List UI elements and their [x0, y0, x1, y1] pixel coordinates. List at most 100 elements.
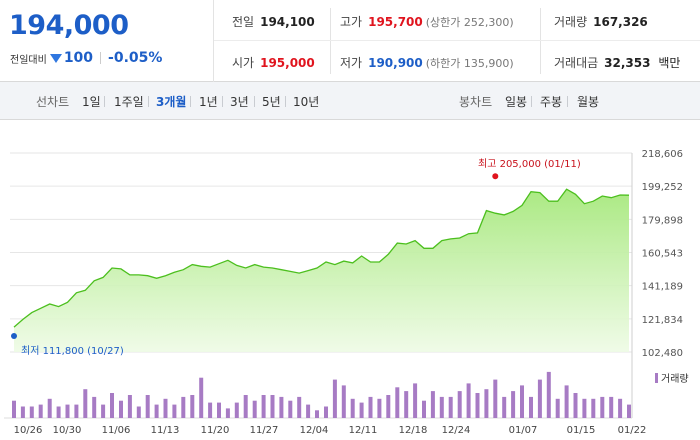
period-3m[interactable]: 3개월 — [156, 95, 187, 109]
volume-bar — [368, 396, 373, 418]
change-value: 100 — [63, 50, 94, 66]
x-tick-label: 12/04 — [300, 425, 329, 436]
volume-bar — [457, 391, 462, 418]
volume-bar — [555, 398, 560, 418]
quote-stats: 전일 194,100 고가 195,700 (상한가 252,300) 거래량 167,… — [214, 0, 700, 82]
x-tick-label: 01/07 — [509, 425, 538, 436]
amount-stat: 거래대금 32,353 백만 — [554, 54, 680, 71]
volume-bar — [92, 396, 97, 418]
period-3y[interactable]: 3년 — [230, 95, 249, 109]
high-stat: 고가 195,700 (상한가 252,300) — [340, 13, 514, 30]
quote-header: 194,000 전일대비 100 -0.05% 전일 194,100 고가 195,… — [0, 0, 700, 82]
volume-bar — [243, 395, 248, 418]
volume-bar — [439, 396, 444, 418]
volume-bar — [520, 385, 524, 418]
divider — [222, 96, 223, 107]
stats-row-2: 시가 195,000 저가 190,900 (하한가 135,900) 거래대금 32,… — [214, 41, 700, 82]
high-value: 195,700 — [368, 15, 423, 29]
x-tick-label: 11/13 — [151, 425, 180, 436]
y-tick-label: 160,543 — [642, 249, 683, 260]
volume-bar — [181, 396, 186, 418]
volume-bar — [395, 387, 400, 418]
period-1d[interactable]: 1일 — [82, 95, 101, 109]
y-tick-label: 102,480 — [642, 348, 683, 359]
change-row: 전일대비 100 -0.05% — [10, 50, 162, 66]
volume-bar — [83, 389, 88, 418]
divider — [540, 8, 541, 74]
low-annotation: 최저 111,800 (10/27) — [21, 346, 124, 357]
y-tick-label: 179,898 — [642, 215, 683, 226]
volume-bar — [404, 391, 409, 418]
lower-limit: (하한가 135,900) — [425, 57, 514, 70]
low-marker — [11, 333, 17, 339]
open-value: 195,000 — [260, 56, 315, 70]
volume-bar — [261, 395, 266, 418]
volume-bar — [324, 406, 328, 418]
period-1y[interactable]: 1년 — [199, 95, 218, 109]
volume-bar — [190, 395, 195, 418]
volume-bar — [582, 398, 587, 418]
volume-bar — [234, 402, 239, 418]
volume-bar — [511, 391, 516, 418]
volume-bar — [270, 395, 275, 418]
volume-bar — [154, 404, 159, 418]
high-label: 고가 — [340, 15, 363, 29]
candle-weekly[interactable]: 주봉 — [540, 95, 563, 109]
amount-value: 32,353 — [604, 56, 651, 70]
volume-bar — [65, 404, 70, 418]
volume-bar — [163, 398, 168, 418]
volume-bar — [127, 395, 132, 418]
volume-bar — [47, 398, 52, 418]
high-marker — [492, 173, 499, 180]
volume-bar — [341, 385, 346, 418]
volume-legend-swatch — [655, 373, 658, 383]
volume-bar — [618, 398, 623, 418]
volume-bar — [12, 400, 16, 418]
volume-bar — [377, 398, 382, 418]
low-value: 190,900 — [368, 56, 423, 70]
down-triangle-icon — [49, 53, 62, 63]
chart-toolbar: 선차트 1일 1주일 3개월 1년 3년 5년 10년 봉차트 일봉 주봉 월봉 — [0, 82, 700, 120]
amount-unit: 백만 — [658, 56, 681, 70]
volume-bar — [422, 400, 426, 418]
divider — [100, 52, 102, 64]
volume-bar — [20, 406, 25, 418]
volume-bar — [386, 395, 391, 418]
prev-close-value: 194,100 — [260, 15, 315, 29]
x-tick-label: 10/26 — [14, 425, 43, 436]
volume-legend: 거래량 — [655, 370, 689, 385]
volume-bar — [430, 391, 435, 418]
volume-bar — [199, 377, 204, 418]
volume-bar — [279, 396, 284, 418]
volume-bar — [110, 393, 114, 418]
price-area — [14, 189, 629, 352]
period-1w[interactable]: 1주일 — [114, 95, 144, 109]
high-annotation: 최고 205,000 (01/11) — [478, 159, 581, 170]
x-tick-label: 11/20 — [201, 425, 230, 436]
y-tick-label: 199,252 — [642, 182, 683, 193]
volume-bar — [537, 379, 542, 418]
volume-bar — [252, 400, 257, 418]
candle-daily[interactable]: 일봉 — [505, 95, 528, 109]
volume-bar — [475, 393, 480, 418]
line-chart-label: 선차트 — [36, 95, 70, 109]
open-label: 시가 — [232, 56, 255, 70]
price-chart-svg: 218,606 199,252 179,898 160,543 141,189 121,8… — [4, 149, 683, 436]
period-5y[interactable]: 5년 — [262, 95, 281, 109]
stats-row-1: 전일 194,100 고가 195,700 (상한가 252,300) 거래량 167,… — [214, 0, 700, 41]
volume-bar — [297, 396, 302, 418]
candle-monthly[interactable]: 월봉 — [577, 95, 600, 109]
volume-bar — [136, 406, 141, 418]
volume-bar — [466, 383, 471, 418]
x-tick-label: 01/15 — [567, 425, 596, 436]
volume-bar — [74, 404, 79, 418]
change-rate: -0.05% — [108, 50, 163, 66]
period-10y[interactable]: 10년 — [293, 95, 320, 109]
prev-close-label: 전일 — [232, 15, 255, 29]
volume-bar — [145, 395, 150, 418]
x-tick-label: 11/06 — [102, 425, 131, 436]
volume-value: 167,326 — [593, 15, 648, 29]
volume-bar — [350, 398, 355, 418]
volume-bar — [493, 379, 498, 418]
